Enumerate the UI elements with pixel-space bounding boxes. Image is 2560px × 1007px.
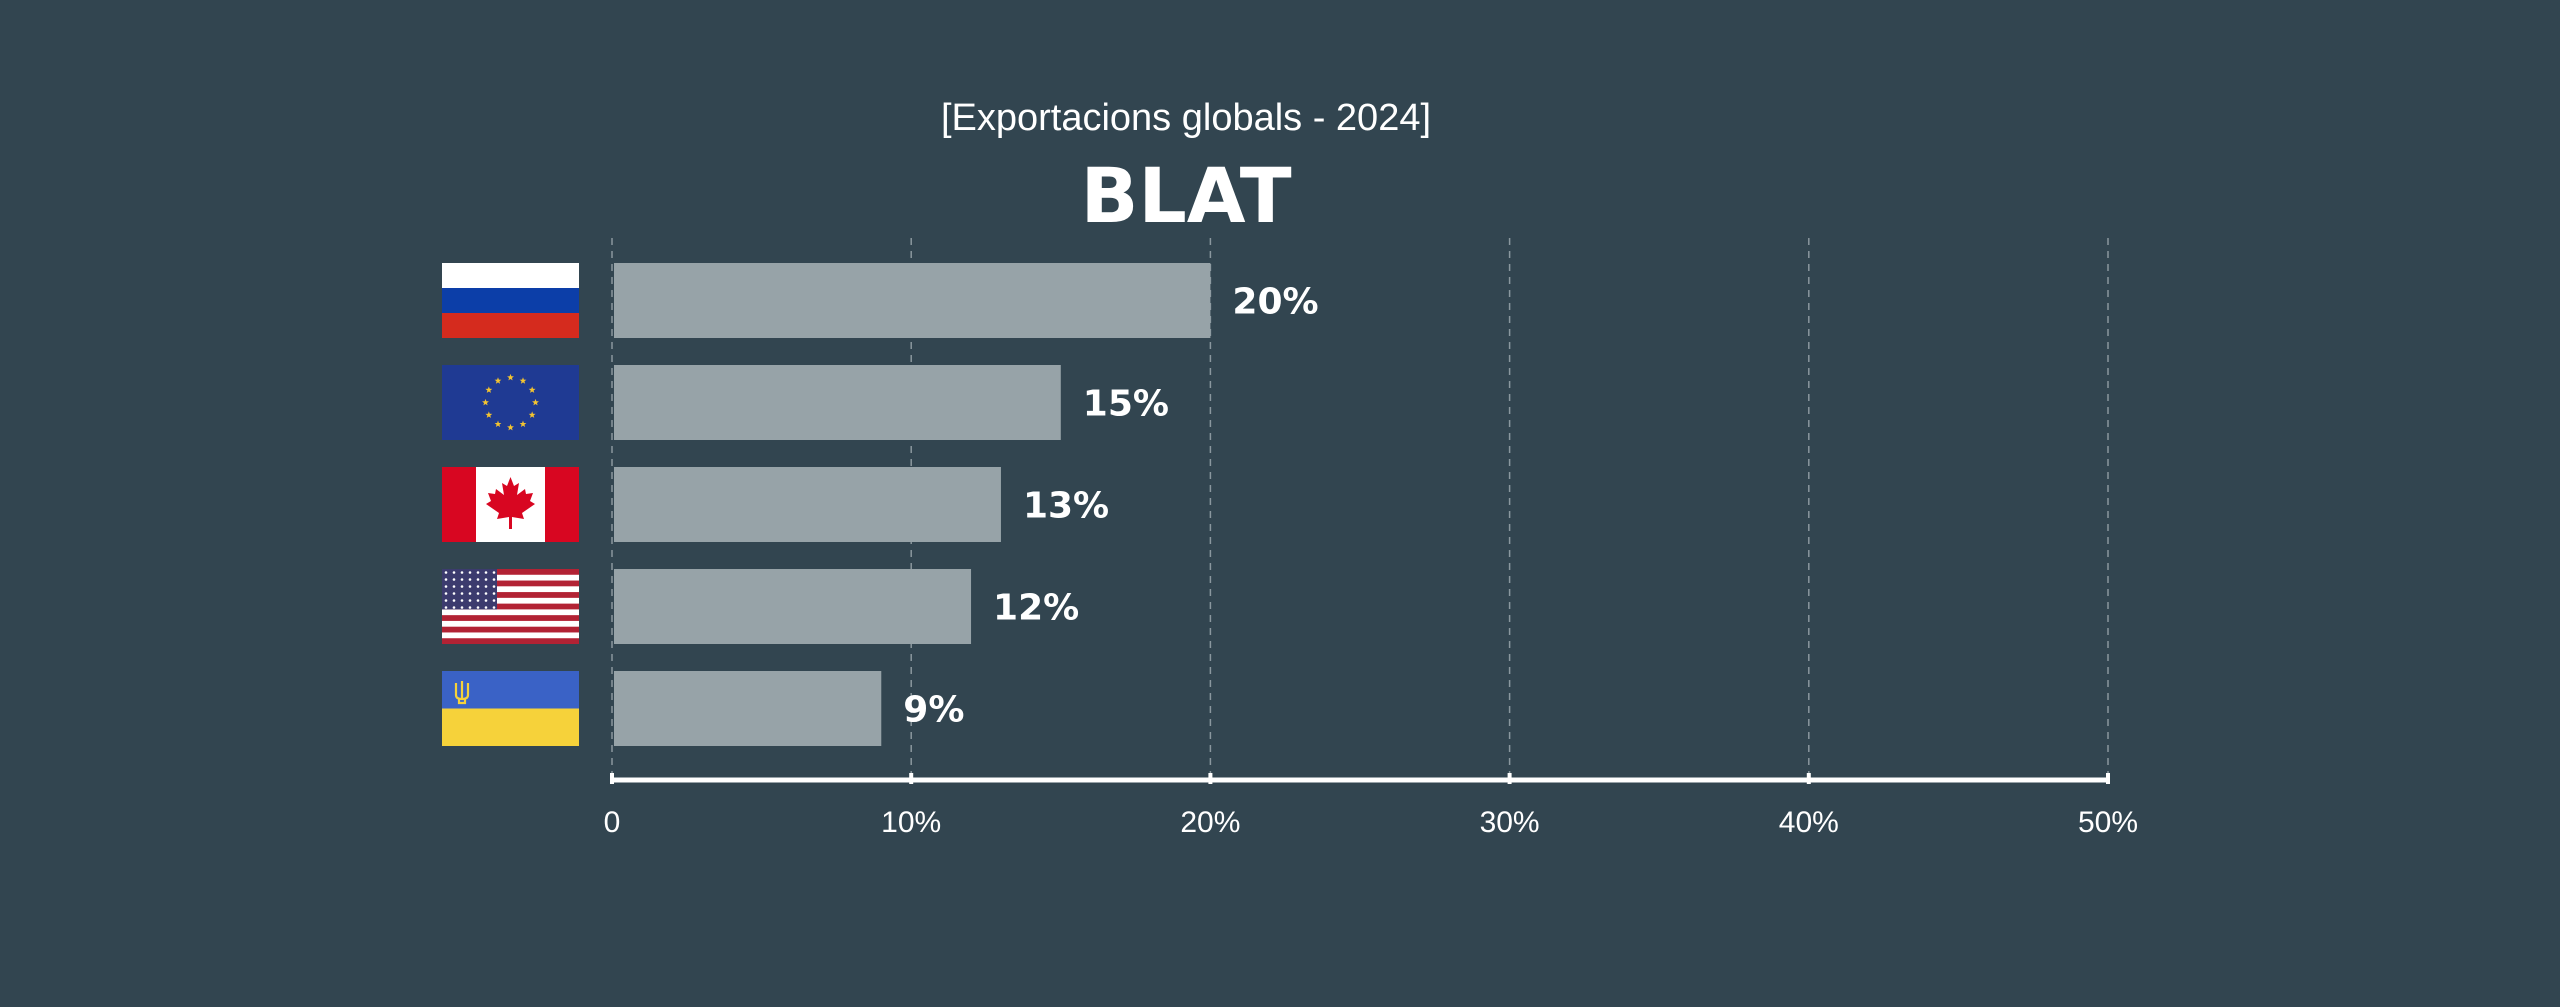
ukraine-flag-icon <box>442 671 579 746</box>
eu-flag-icon <box>442 365 579 440</box>
usa-flag-icon <box>442 569 579 644</box>
chart-subtitle: [Exportacions globals - 2024] <box>941 97 1431 139</box>
bar-value-label: 20% <box>1232 282 1318 323</box>
bar <box>614 467 1001 542</box>
bar <box>614 671 882 746</box>
bar-value-label: 9% <box>903 690 964 731</box>
x-tick-label: 0 <box>604 806 621 839</box>
bars: 20% 15% 13% 12% 9% <box>614 263 1319 746</box>
x-tick-label: 30% <box>1480 806 1540 839</box>
bar <box>614 365 1061 440</box>
bar-value-label: 12% <box>993 588 1079 629</box>
x-tick-label: 20% <box>1180 806 1240 839</box>
x-axis: 0 10% 20% 30% 40% 50% <box>604 773 2138 839</box>
bar <box>614 263 1211 338</box>
bar-value-label: 13% <box>1023 486 1109 527</box>
chart-title: BLAT <box>1080 151 1291 240</box>
canada-flag-icon <box>442 467 579 542</box>
russia-flag-icon <box>442 263 579 338</box>
bar-value-label: 15% <box>1083 384 1169 425</box>
x-tick-label: 40% <box>1779 806 1839 839</box>
x-tick-label: 50% <box>2078 806 2138 839</box>
x-tick-label: 10% <box>881 806 941 839</box>
bar <box>614 569 972 644</box>
